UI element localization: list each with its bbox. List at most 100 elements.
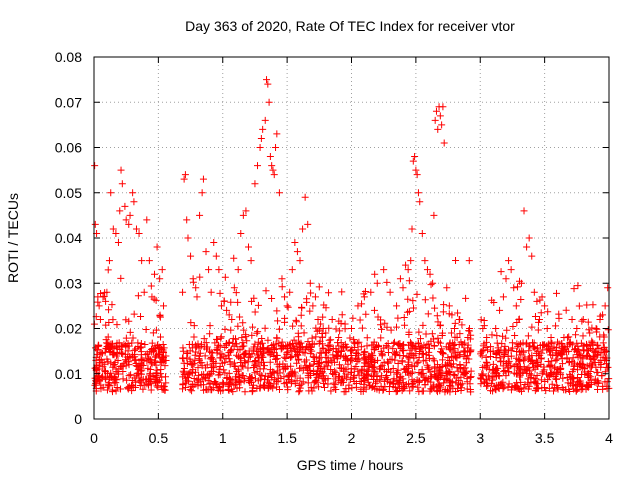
data-point [230, 254, 238, 262]
data-point [236, 313, 244, 321]
data-point [260, 383, 268, 391]
data-point [140, 288, 148, 296]
data-point [525, 234, 533, 242]
data-point [203, 361, 211, 369]
data-point [409, 379, 417, 387]
data-point [201, 352, 209, 360]
data-point [553, 352, 561, 360]
data-point [534, 347, 542, 355]
data-point [558, 355, 566, 363]
x-tick-label: 2 [348, 430, 356, 446]
y-tick-label: 0.08 [55, 49, 82, 65]
data-point [119, 368, 127, 376]
data-point [286, 288, 294, 296]
x-tick-label: 3 [476, 430, 484, 446]
data-point [439, 103, 447, 111]
data-point [347, 369, 355, 377]
data-point [125, 361, 133, 369]
data-point [153, 243, 161, 251]
data-point [575, 347, 583, 355]
data-point [484, 346, 492, 354]
data-point [490, 299, 498, 307]
data-point [245, 353, 253, 361]
data-point [102, 297, 110, 305]
data-point [392, 351, 400, 359]
data-point [431, 304, 439, 312]
data-point [438, 121, 446, 129]
data-point [183, 349, 191, 357]
data-point [597, 349, 605, 357]
data-point [417, 345, 425, 353]
data-point [91, 162, 99, 170]
data-point [256, 370, 264, 378]
data-point [147, 386, 155, 394]
data-point [354, 367, 362, 375]
data-point [358, 324, 366, 332]
data-point [179, 354, 187, 362]
data-point [126, 211, 134, 219]
data-point [583, 381, 591, 389]
data-point [310, 353, 318, 361]
data-point [400, 313, 408, 321]
data-point [206, 322, 214, 330]
data-point [363, 334, 371, 342]
data-point [234, 298, 242, 306]
data-point [343, 355, 351, 363]
data-point [387, 326, 395, 334]
data-point [281, 314, 289, 322]
data-point [311, 293, 319, 301]
data-point [543, 325, 551, 332]
data-point [310, 379, 318, 387]
data-point [451, 325, 458, 332]
data-point [537, 309, 545, 317]
data-point [487, 380, 495, 388]
data-point [132, 345, 140, 353]
data-point [156, 275, 164, 283]
data-point [129, 334, 137, 342]
data-point [121, 202, 129, 210]
data-point [462, 294, 470, 302]
data-point [408, 344, 416, 352]
y-tick-label: 0.06 [55, 140, 82, 156]
data-point [296, 257, 304, 265]
data-point [241, 357, 249, 365]
data-point [456, 351, 464, 359]
data-point [566, 339, 574, 347]
data-point [435, 338, 443, 346]
data-point [402, 381, 410, 389]
data-point [97, 290, 105, 298]
data-point [181, 171, 189, 179]
data-point [216, 384, 224, 392]
data-point [119, 375, 127, 383]
data-point [346, 347, 354, 355]
data-point [394, 340, 402, 348]
data-point [292, 316, 300, 324]
data-point [284, 342, 292, 350]
data-point [452, 379, 460, 387]
data-point [180, 371, 188, 379]
data-point [377, 382, 385, 390]
data-point [594, 386, 602, 394]
data-point [583, 362, 591, 370]
data-point [512, 302, 520, 310]
data-point [447, 360, 455, 368]
data-point [430, 211, 438, 219]
data-point [572, 331, 580, 339]
data-point [330, 370, 338, 378]
data-point [409, 157, 417, 165]
data-point [371, 357, 379, 365]
data-point [584, 351, 592, 359]
data-point [186, 386, 194, 394]
data-point [589, 361, 597, 369]
data-point [156, 333, 164, 341]
data-point [237, 378, 245, 386]
data-point [514, 283, 522, 291]
data-point [497, 268, 505, 276]
data-point [214, 371, 222, 379]
data-point [449, 384, 457, 392]
data-point [539, 368, 547, 376]
data-point [501, 366, 509, 374]
data-point [369, 376, 377, 384]
data-point [113, 384, 121, 392]
data-point [596, 312, 604, 320]
